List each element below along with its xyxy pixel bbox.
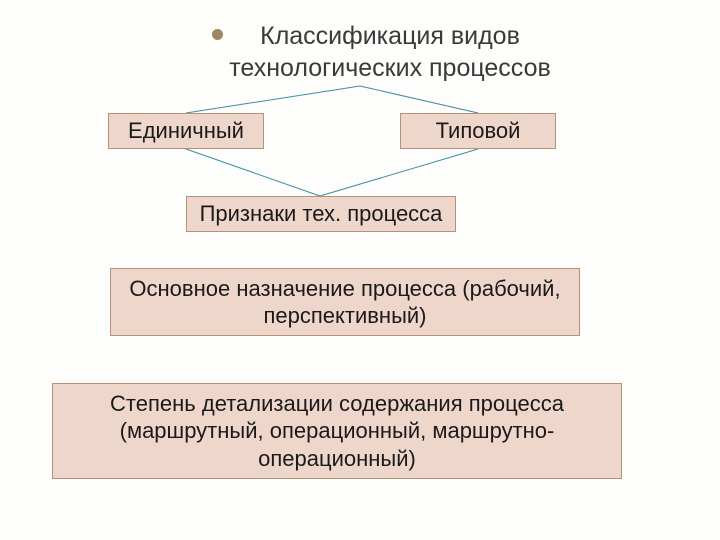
slide: Классификация видов технологических проц… [0,0,720,540]
slide-title: Классификация видов технологических проц… [190,20,590,84]
box-label: Единичный [128,117,244,145]
box-label: Типовой [436,117,521,145]
box-single: Единичный [108,113,264,149]
connector-line [186,149,320,196]
connector-line [360,86,478,113]
box-detail: Степень детализации содержания процесса … [52,383,622,479]
box-typical: Типовой [400,113,556,149]
box-label: Основное назначение процесса (рабочий, п… [117,275,573,330]
box-purpose: Основное назначение процесса (рабочий, п… [110,268,580,336]
box-features: Признаки тех. процесса [186,196,456,232]
connector-line [186,86,360,113]
box-label: Признаки тех. процесса [200,200,443,228]
title-line-1: Классификация видов [260,22,520,50]
bullet-icon [212,29,223,40]
box-label: Степень детализации содержания процесса … [59,390,615,473]
connector-line [320,149,478,196]
title-line-2: технологических процессов [229,54,551,82]
